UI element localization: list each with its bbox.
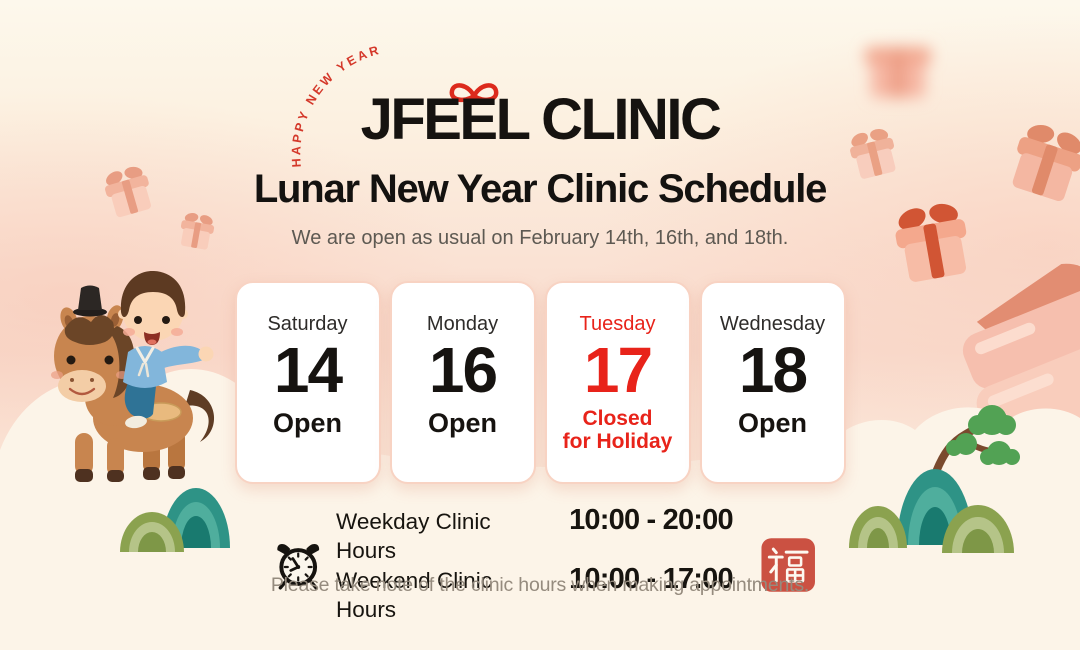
weekend-hours-label: Weekend Clinic Hours [336, 568, 492, 622]
card-date: 17 [583, 334, 653, 406]
card-date: 18 [738, 334, 808, 406]
card-status: Open [737, 408, 807, 439]
ribbon-bow-icon [449, 83, 499, 103]
weekday-hours-time: 10:00 - 20:00 [569, 504, 734, 536]
card-day: Tuesday [579, 313, 656, 335]
clinic-hours-section: Weekday Clinic Hours 10:00 - 20:00 Weeke… [275, 504, 816, 624]
card-date: 14 [273, 334, 343, 406]
gift-box-icon [895, 203, 967, 282]
poster-subtitle: We are open as usual on February 14th, 1… [291, 227, 789, 249]
weekend-hours-time: 10:00 - 17:00 [569, 563, 734, 595]
schedule-card-saturday-14: Saturday 14 Open [234, 281, 381, 484]
alarm-clock-icon [277, 543, 320, 590]
gift-box-icon [105, 166, 151, 218]
boy-riding-horse-illustration [51, 270, 215, 482]
pine-tree-icon [932, 405, 1020, 476]
card-date: 16 [428, 334, 498, 406]
schedule-card-monday-16: Monday 16 Open [389, 281, 536, 484]
schedule-cards: Saturday 14 Open Monday 16 Open Tuesday … [0, 281, 1080, 484]
footer-note: Please take note of the clinic hours whe… [270, 574, 810, 596]
card-day: Monday [426, 313, 499, 335]
clinic-hours-table: Weekday Clinic Hours 10:00 - 20:00 Weeke… [336, 504, 734, 624]
clinic-name: JFEEL CLINIC [360, 87, 722, 152]
card-day: Wednesday [719, 313, 826, 335]
gift-box-icon [180, 213, 215, 250]
weekday-hours-label: Weekday Clinic Hours [336, 509, 491, 563]
card-status: Open [427, 408, 497, 439]
hill-arches-right [849, 469, 1014, 553]
gift-box-icon [850, 129, 896, 179]
poster-title: Lunar New Year Clinic Schedule [253, 167, 828, 211]
schedule-card-tuesday-17-closed: Tuesday 17 Closed for Holiday [544, 281, 691, 484]
happy-new-year-arc: HAPPY NEW YEAR [289, 45, 380, 168]
card-status: Closed for Holiday [562, 407, 673, 454]
fortune-stamp-icon [761, 538, 816, 592]
card-day: Saturday [267, 313, 348, 335]
gift-box-icon [865, 47, 931, 98]
card-status: Open [272, 408, 342, 439]
gift-box-icon [1012, 124, 1080, 202]
hill-arches-left [120, 488, 230, 552]
schedule-card-wednesday-18: Wednesday 18 Open [699, 281, 846, 484]
